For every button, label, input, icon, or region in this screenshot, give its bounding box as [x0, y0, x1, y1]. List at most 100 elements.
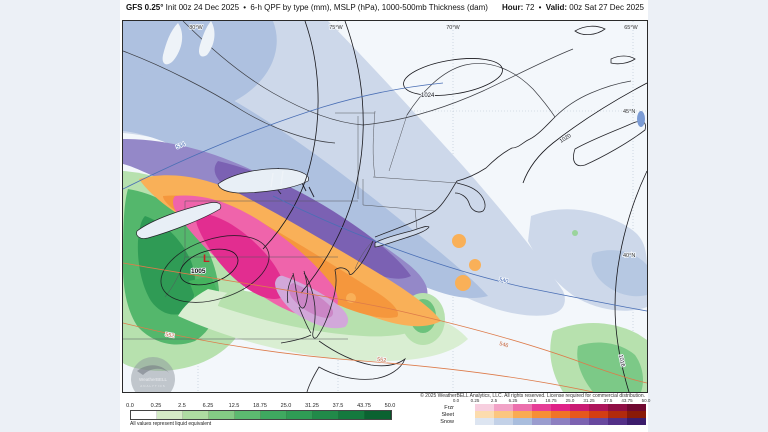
ptype-row-label: Snow — [440, 418, 454, 425]
rain-color-segment — [313, 411, 339, 419]
thickness-540-label: 540 — [499, 277, 509, 285]
lon-label-70w: 70°W — [446, 25, 460, 31]
ptype-color-segment — [570, 418, 589, 425]
ptype-color-segment — [570, 404, 589, 411]
weather-map-svg: 80°W 75°W 70°W 65°W 45°N 40°N 1024 1020 … — [123, 21, 647, 392]
ptype-color-segment — [608, 404, 627, 411]
ptype-tick-label: 43.75 — [621, 398, 633, 403]
coast-outer-banks — [280, 334, 406, 392]
rain-color-segment — [339, 411, 365, 419]
watermark-text-2: ANALYTICS — [140, 384, 165, 388]
ptype-color-segment — [456, 411, 475, 418]
st-lawrence-south — [123, 50, 336, 144]
st-lawrence-ne — [362, 48, 574, 126]
rain-color-segment — [183, 411, 209, 419]
ptype-color-segment — [589, 418, 608, 425]
rain-dark-west — [137, 216, 196, 315]
ptype-legend: 0.0 0.25 2.5 6.25 12.5 18.75 25.0 31.25 37.5 43.7… — [440, 398, 651, 425]
ptype-color-segment — [513, 404, 532, 411]
ptype-colorbar — [456, 411, 646, 418]
ptype-color-segment — [608, 411, 627, 418]
rain-color-segment — [365, 411, 391, 419]
rain-color-segment — [209, 411, 235, 419]
sleet-dot-1 — [452, 234, 466, 248]
ptype-color-segment — [494, 411, 513, 418]
nb-north-shore — [554, 80, 632, 118]
gulf-island — [574, 25, 606, 35]
product-title: 6-h QPF by type (mm), MSLP (hPa), 1000-5… — [250, 3, 488, 12]
ptype-color-segment — [456, 404, 475, 411]
ptype-color-segment — [627, 404, 646, 411]
geo-borders — [123, 110, 459, 340]
bullet2: • — [538, 3, 542, 12]
header-right: Hour: 72 • Valid: 00z Sat 27 Dec 2025 — [502, 3, 644, 18]
watermark-globe — [131, 357, 175, 392]
lake-ontario — [217, 168, 309, 194]
thickness-contours — [123, 82, 647, 392]
georgian-bay-2 — [198, 21, 215, 57]
ptype-tick-label: 6.25 — [508, 398, 518, 403]
hour-value: 72 — [525, 3, 535, 12]
ptype-color-segment — [475, 411, 494, 418]
isobar-1020-line — [522, 82, 647, 184]
init-time: Init 00z 24 Dec 2025 — [165, 3, 240, 12]
nova-scotia — [573, 120, 646, 167]
ptype-color-segment — [627, 411, 646, 418]
isobar-1024-high — [403, 58, 503, 96]
ptype-tick-label: 12.5 — [527, 398, 537, 403]
ptype-color-segment — [532, 404, 551, 411]
isobar-1016-label: 1016 — [617, 354, 625, 367]
ptype-color-segment — [627, 418, 646, 425]
rain-tick-label: 31.25 — [305, 403, 319, 409]
rain-color-segment — [235, 411, 261, 419]
ptype-colorbar — [456, 404, 646, 411]
weatherbell-watermark: WeatherBELL ANALYTICS — [131, 357, 175, 392]
ptype-color-segment — [513, 418, 532, 425]
finger-lakes — [270, 170, 284, 188]
lakes — [136, 21, 309, 239]
thickness-552-label-b: 552 — [165, 332, 175, 340]
ptype-color-segment — [494, 418, 513, 425]
mixed-pink-lavender — [289, 283, 334, 318]
rain-med-offshore — [577, 342, 643, 392]
ptype-color-segment — [589, 404, 608, 411]
rain-tick-label: 43.75 — [357, 403, 371, 409]
weather-map-panel: GFS 0.25° Init 00z 24 Dec 2025 • 6-h QPF… — [120, 0, 651, 432]
thickness-552-line — [123, 322, 594, 392]
lat-label-40n: 40°N — [623, 253, 635, 259]
ptype-row-label: Sleet — [441, 411, 454, 418]
sleet-dot-3 — [455, 275, 471, 291]
ptype-color-segment — [551, 418, 570, 425]
low-symbol: L — [203, 253, 210, 265]
state-border-ct-ri — [414, 208, 418, 230]
georgian-bay-1 — [162, 23, 183, 65]
map-labels: 80°W 75°W 70°W 65°W 45°N 40°N 1024 1020 … — [164, 24, 640, 368]
rain-legend-caption: All values represent liquid equivalent — [130, 421, 212, 427]
lon-label-75w: 75°W — [329, 25, 343, 31]
ptype-tick-label: 31.25 — [583, 398, 595, 403]
coast-nj-delmarva-chesapeake — [286, 240, 374, 339]
ptype-legend-rows: Frzr Sleet Snow — [440, 404, 646, 425]
header-left: GFS 0.25° Init 00z 24 Dec 2025 • 6-h QPF… — [126, 3, 488, 18]
rain-tick-label: 6.25 — [202, 403, 214, 409]
ptype-color-segment — [551, 404, 570, 411]
isobar-1005-label: 1005 — [191, 268, 206, 275]
rain-color-segment — [157, 411, 183, 419]
copyright-notice: © 2025 WeatherBELL Analytics, LLC. All r… — [420, 393, 645, 399]
state-border-vt-nh — [372, 110, 376, 178]
rain-tick-label: 25.0 — [280, 403, 292, 409]
isobar-mid-1 — [262, 21, 319, 250]
rain-tick-label: 50.0 — [384, 403, 396, 409]
ptype-legend-ticks: 0.0 0.25 2.5 6.25 12.5 18.75 25.0 31.25 37.5 43.7… — [453, 398, 651, 404]
state-border-ma-south — [362, 204, 436, 212]
ptype-color-segment — [475, 418, 494, 425]
rain-tick-label: 37.5 — [332, 403, 344, 409]
rain-color-segment — [287, 411, 313, 419]
map-header: GFS 0.25° Init 00z 24 Dec 2025 • 6-h QPF… — [126, 3, 644, 18]
hour-label: Hour: — [501, 3, 524, 12]
lake-erie — [136, 202, 222, 239]
rain-tick-label: 18.75 — [253, 403, 267, 409]
long-island — [374, 225, 430, 248]
ptype-tick-label: 50.0 — [641, 398, 651, 403]
